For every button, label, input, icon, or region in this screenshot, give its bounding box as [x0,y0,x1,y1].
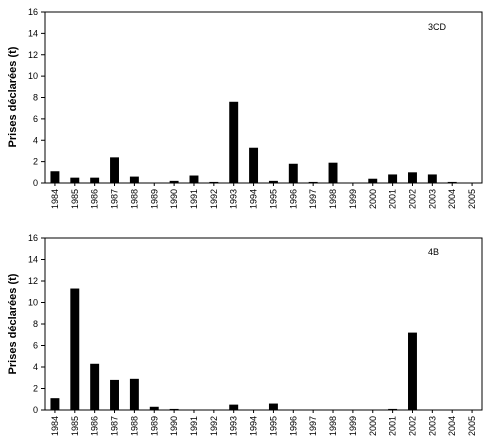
x-tick-label: 1994 [249,416,259,436]
x-tick-label: 1996 [288,416,298,436]
y-tick-label: 8 [33,93,38,103]
x-tick-label: 1998 [328,189,338,209]
bar [427,174,437,183]
y-tick-label: 14 [28,255,38,265]
panel-label: 4B [428,247,439,257]
x-tick-label: 2001 [388,189,398,209]
bar [388,408,398,410]
x-tick-label: 2000 [368,189,378,209]
x-tick-label: 1988 [129,416,139,436]
bar [288,163,298,183]
x-tick-label: 2005 [467,416,477,436]
bar [169,180,179,183]
bar [268,403,278,410]
bar [328,162,338,183]
x-tick-label: 1995 [268,416,278,436]
bar [90,363,100,410]
x-tick-label: 1985 [70,416,80,436]
y-tick-label: 12 [28,50,38,60]
bar [90,177,100,183]
y-tick-label: 6 [33,114,38,124]
bar [70,288,80,410]
x-tick-label: 2000 [368,416,378,436]
bar [149,406,159,410]
y-tick-label: 16 [28,7,38,17]
y-tick-label: 4 [33,362,38,372]
y-tick-label: 12 [28,276,38,286]
bar [408,172,417,183]
x-tick-label: 1992 [209,416,219,436]
x-tick-label: 2001 [388,416,398,436]
bar [368,178,378,183]
y-tick-label: 10 [28,71,38,81]
x-tick-label: 1999 [348,189,358,209]
x-tick-label: 1991 [189,189,199,209]
panel-label: 3CD [428,22,447,32]
bar [229,404,239,410]
bar [129,176,139,183]
bar [169,408,179,410]
x-tick-label: 1995 [268,189,278,209]
bar [209,181,219,183]
bar [229,101,239,183]
y-tick-label: 8 [33,319,38,329]
y-tick-label: 2 [33,384,38,394]
x-tick-label: 1994 [249,189,259,209]
bar [388,174,398,183]
y-tick-label: 0 [33,178,38,188]
y-tick-label: 14 [28,28,38,38]
x-tick-label: 1984 [50,416,60,436]
x-tick-label: 1987 [110,189,120,209]
x-tick-label: 1984 [50,189,60,209]
bar [408,332,417,410]
x-tick-label: 1987 [110,416,120,436]
x-tick-label: 1989 [149,189,159,209]
x-tick-label: 1990 [169,416,179,436]
x-tick-label: 2004 [447,416,457,436]
y-tick-label: 0 [33,405,38,415]
x-tick-label: 1992 [209,189,219,209]
bar [70,177,80,183]
y-tick-label: 16 [28,233,38,243]
x-tick-label: 1985 [70,189,80,209]
x-tick-label: 2003 [427,189,437,209]
x-tick-label: 1997 [308,416,318,436]
bar [189,175,199,183]
bar [110,157,119,183]
x-tick-label: 2005 [467,189,477,209]
bar [447,181,457,183]
bar [50,171,60,183]
bar [110,379,119,410]
x-tick-label: 1996 [288,189,298,209]
x-tick-label: 1999 [348,416,358,436]
x-tick-label: 1990 [169,189,179,209]
x-tick-label: 2004 [447,189,457,209]
x-tick-label: 2003 [427,416,437,436]
y-axis-label: Prises déclarées (t) [7,46,19,147]
chart-panel-1: 0 2 4 6 8 10 12 14 16 1984 1985 1986 1987 1988 1989 199… [7,7,483,209]
x-tick-label: 1986 [90,189,100,209]
x-tick-label: 1986 [90,416,100,436]
bar [308,181,318,183]
x-tick-label: 2002 [407,416,417,436]
bar [249,147,259,183]
x-tick-label: 1988 [129,189,139,209]
y-tick-label: 4 [33,135,38,145]
x-tick-label: 1998 [328,416,338,436]
y-tick-label: 10 [28,298,38,308]
x-tick-label: 1993 [229,416,239,436]
x-tick-label: 1993 [229,189,239,209]
y-tick-label: 6 [33,341,38,351]
y-tick-label: 2 [33,157,38,167]
y-axis-label: Prises déclarées (t) [7,273,19,374]
x-tick-label: 1991 [189,416,199,436]
bar [268,180,278,183]
x-tick-label: 2002 [407,189,417,209]
bar [129,378,139,410]
x-tick-label: 1997 [308,189,318,209]
bar [50,398,60,410]
x-tick-label: 1989 [149,416,159,436]
chart-panel-2: 0 2 4 6 8 10 12 14 16 1984 1985 1986 1987 1988 1989 199… [7,233,483,436]
